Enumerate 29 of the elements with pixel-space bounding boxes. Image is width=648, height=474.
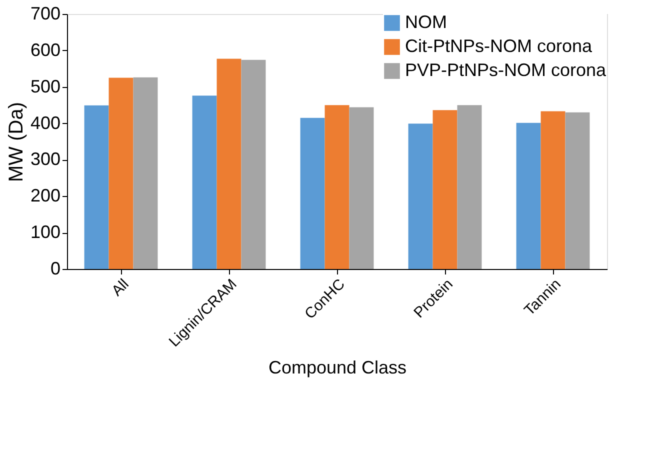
y-tick-label: 400: [30, 112, 60, 133]
y-tick-label: 0: [50, 258, 60, 278]
y-tick-label: 200: [30, 186, 60, 206]
bar: [349, 107, 374, 269]
legend-label: PVP-PtNPs-NOM corona: [405, 60, 608, 80]
bar: [540, 111, 566, 269]
bar: [516, 122, 541, 269]
y-tick-label: 700: [30, 4, 60, 24]
bar: [241, 60, 266, 269]
legend-label: NOM: [405, 12, 447, 32]
bar: [565, 112, 590, 269]
bar: [192, 96, 217, 269]
y-tick-label: 600: [30, 40, 60, 60]
bar: [457, 105, 482, 269]
y-tick-label: 500: [30, 76, 60, 96]
x-tick-label: All: [108, 276, 132, 300]
bar: [108, 78, 134, 269]
legend-label: Cit-PtNPs-NOM corona: [405, 36, 594, 56]
bar: [133, 77, 158, 269]
bar: [216, 58, 242, 269]
y-tick-label: 100: [30, 222, 60, 242]
bar: [432, 110, 458, 269]
bar: [84, 105, 109, 269]
bar: [324, 105, 350, 269]
x-axis-title: Compound Class: [268, 358, 407, 378]
bar: [408, 124, 433, 269]
bar: [300, 118, 325, 269]
y-axis-title: MW (Da): [5, 102, 28, 182]
y-tick-label: 300: [30, 149, 60, 170]
